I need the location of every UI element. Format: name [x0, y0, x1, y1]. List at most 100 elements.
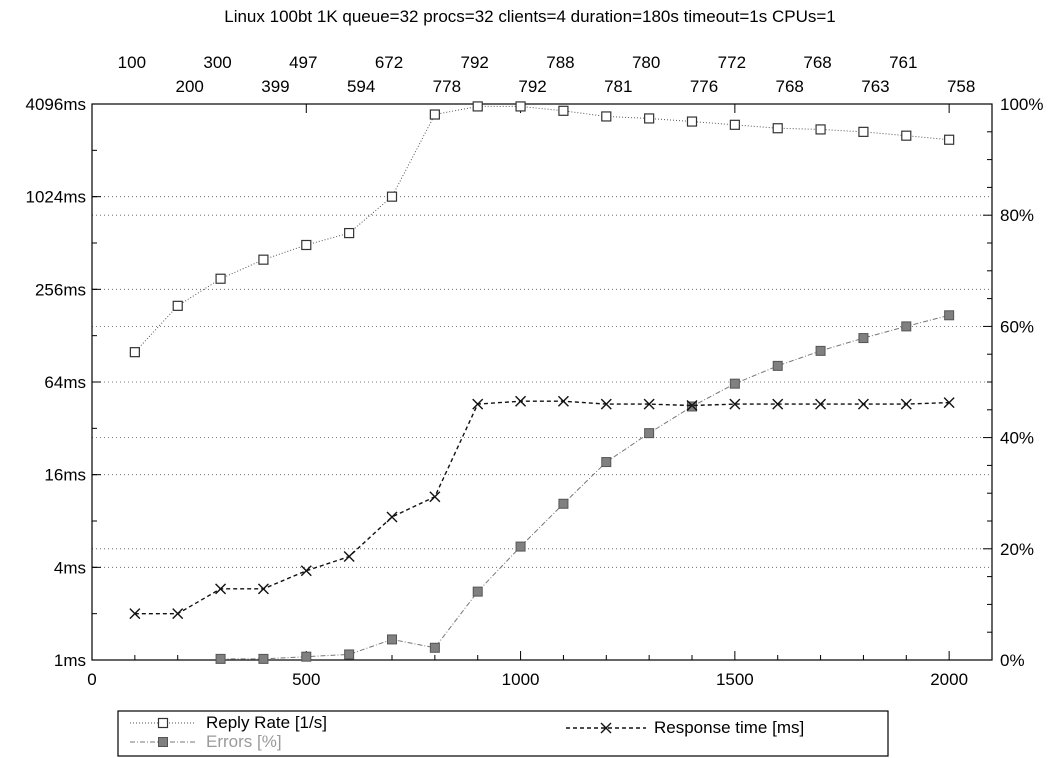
response-time-ms-point: [772, 398, 784, 410]
response-time-ms-point: [600, 398, 612, 410]
errors-point: [215, 653, 226, 664]
top-rate-label: 768: [776, 77, 804, 96]
errors-point: [815, 345, 826, 356]
chart-title: Linux 100bt 1K queue=32 procs=32 clients…: [224, 7, 835, 26]
response-time-ms-point: [300, 565, 312, 577]
top-rate-label: 780: [632, 53, 660, 72]
y-left-tick-label: 256ms: [35, 280, 86, 299]
errors-line: [220, 314, 950, 660]
y-left-tick-label: 4ms: [54, 558, 86, 577]
reply-rate-1-s-point: [129, 347, 140, 358]
top-rate-label: 772: [718, 53, 746, 72]
errors-point: [344, 649, 355, 660]
y-right-tick-label: 100%: [1000, 95, 1043, 114]
top-rate-label: 594: [347, 77, 375, 96]
x-tick-label: 1500: [716, 670, 754, 689]
legend-box: [117, 710, 889, 757]
reply-rate-1-s-point: [644, 113, 655, 124]
errors-point: [515, 541, 526, 552]
reply-rate-1-s-legend-marker: [157, 717, 169, 729]
reply-rate-1-s-point: [215, 273, 226, 284]
errors-legend-label: Errors [%]: [206, 732, 282, 751]
reply-rate-1-s-point: [386, 191, 398, 202]
errors-point: [601, 457, 612, 468]
errors-point: [729, 378, 740, 389]
top-rate-label: 763: [861, 77, 889, 96]
response-time-ms-point: [686, 400, 698, 412]
reply-rate-1-s-point: [729, 119, 740, 130]
response-time-ms-point: [386, 511, 398, 523]
top-rate-label: 776: [690, 77, 718, 96]
y-right-tick-label: 80%: [1000, 206, 1034, 225]
response-time-ms-point: [215, 583, 227, 595]
reply-rate-1-s-point: [686, 116, 698, 127]
errors-point: [644, 428, 655, 439]
errors-point: [858, 333, 869, 344]
errors-point: [772, 360, 783, 371]
reply-rate-1-s-point: [815, 124, 826, 135]
y-right-tick-label: 60%: [1000, 317, 1034, 336]
response-time-ms-point: [343, 551, 355, 563]
response-time-ms-point: [172, 608, 184, 620]
errors-point: [901, 321, 912, 332]
reply-rate-1-s-point: [601, 111, 612, 122]
x-tick-label: 0: [87, 670, 96, 689]
top-rate-label: 100: [118, 53, 146, 72]
reply-rate-1-s-point: [901, 130, 912, 141]
top-rate-label: 792: [461, 53, 489, 72]
reply-rate-1-s-point: [472, 101, 483, 112]
response-time-ms-point: [429, 491, 441, 503]
reply-rate-1-s-point: [258, 254, 269, 265]
top-rate-label: 761: [889, 53, 917, 72]
response-time-ms-point: [472, 398, 484, 410]
top-rate-label: 768: [803, 53, 831, 72]
errors-point: [944, 310, 955, 321]
top-rate-label: 300: [203, 53, 231, 72]
reply-rate-1-s-point: [558, 105, 569, 116]
response-time-ms-point: [815, 398, 827, 410]
response-time-ms-point: [515, 395, 527, 407]
response-time-ms-point: [857, 398, 869, 410]
top-rate-label: 399: [261, 77, 289, 96]
top-rate-label: 778: [433, 77, 461, 96]
y-left-tick-label: 16ms: [44, 466, 86, 485]
errors-point: [258, 653, 269, 664]
response-time-ms-legend-label: Response time [ms]: [654, 718, 804, 737]
reply-rate-1-s-point: [344, 227, 355, 239]
top-rate-label: 792: [518, 77, 546, 96]
y-right-tick-label: 40%: [1000, 429, 1034, 448]
reply-rate-1-s-point: [944, 134, 955, 145]
reply-rate-1-s-point: [301, 239, 312, 251]
reply-rate-1-s-point: [172, 300, 183, 311]
errors-legend-marker: [158, 737, 168, 747]
x-tick-label: 2000: [930, 670, 968, 689]
y-left-tick-label: 1ms: [54, 651, 86, 670]
response-time-ms-legend-marker: [600, 722, 612, 734]
top-rate-label: 497: [289, 53, 317, 72]
reply-rate-1-s-legend-label: Reply Rate [1/s]: [206, 713, 327, 732]
response-time-ms-line: [134, 400, 950, 615]
errors-point: [301, 651, 312, 662]
errors-point: [472, 586, 483, 597]
y-right-tick-label: 0%: [1000, 651, 1025, 670]
y-left-tick-label: 64ms: [44, 373, 86, 392]
response-time-ms-point: [643, 398, 655, 410]
response-time-ms-point: [129, 608, 141, 620]
top-rate-label: 781: [604, 77, 632, 96]
reply-rate-1-s-point: [429, 109, 440, 120]
top-rate-label: 200: [176, 77, 204, 96]
response-time-ms-point: [900, 398, 912, 410]
errors-point: [558, 498, 569, 509]
y-left-tick-label: 4096ms: [26, 95, 86, 114]
response-time-ms-point: [257, 583, 269, 595]
errors-point: [429, 642, 440, 653]
reply-rate-1-s-point: [515, 101, 526, 112]
x-tick-label: 1000: [502, 670, 540, 689]
y-left-tick-label: 1024ms: [26, 188, 86, 207]
reply-rate-1-s-point: [858, 126, 869, 137]
top-rate-label: 758: [947, 77, 975, 96]
reply-rate-1-s-line: [134, 105, 950, 353]
reply-rate-1-s-point: [772, 123, 783, 134]
x-tick-label: 500: [292, 670, 320, 689]
